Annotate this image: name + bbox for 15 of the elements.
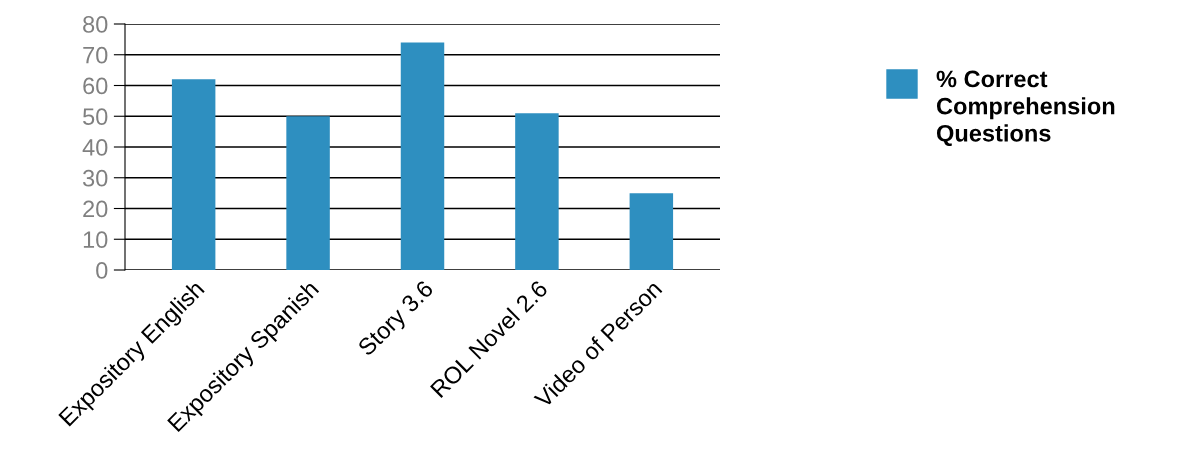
y-tick-label: 20 [83, 200, 108, 218]
y-tick-label: 50 [83, 108, 108, 126]
bar [629, 193, 674, 270]
y-tick-label: 30 [82, 169, 108, 187]
y-tick-label: 0 [96, 262, 108, 279]
y-tick-label: 40 [82, 139, 108, 156]
y-tick-label: 10 [83, 231, 108, 249]
y-tick-label: 60 [83, 77, 108, 95]
y-tick-label: 70 [83, 46, 108, 64]
bar [286, 116, 330, 270]
bar [515, 113, 559, 270]
bar [171, 79, 216, 270]
legend-label: % Correct Comprehension Questions [936, 70, 1115, 147]
y-tick-label: 80 [83, 16, 108, 33]
bar [400, 42, 445, 270]
